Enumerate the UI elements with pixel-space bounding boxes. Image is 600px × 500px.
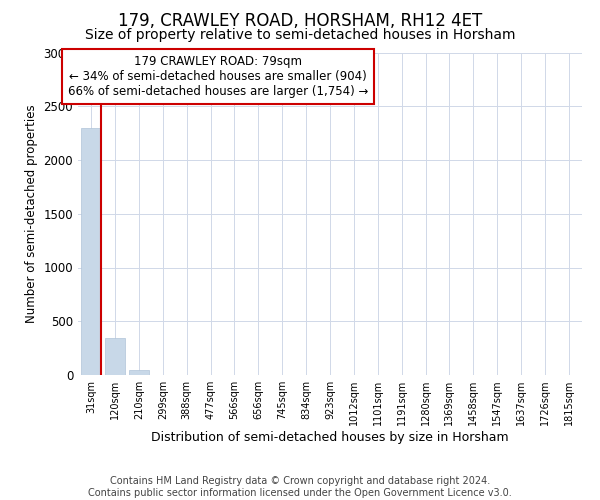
Bar: [81, 128, 101, 375]
Text: 179 CRAWLEY ROAD: 79sqm
← 34% of semi-detached houses are smaller (904)
66% of s: 179 CRAWLEY ROAD: 79sqm ← 34% of semi-de…: [68, 54, 368, 98]
Y-axis label: Number of semi-detached properties: Number of semi-detached properties: [25, 104, 38, 323]
Bar: [129, 370, 149, 375]
Bar: [105, 338, 125, 375]
X-axis label: Distribution of semi-detached houses by size in Horsham: Distribution of semi-detached houses by …: [151, 431, 509, 444]
Text: Contains HM Land Registry data © Crown copyright and database right 2024.
Contai: Contains HM Land Registry data © Crown c…: [88, 476, 512, 498]
Text: 179, CRAWLEY ROAD, HORSHAM, RH12 4ET: 179, CRAWLEY ROAD, HORSHAM, RH12 4ET: [118, 12, 482, 30]
Text: Size of property relative to semi-detached houses in Horsham: Size of property relative to semi-detach…: [85, 28, 515, 42]
